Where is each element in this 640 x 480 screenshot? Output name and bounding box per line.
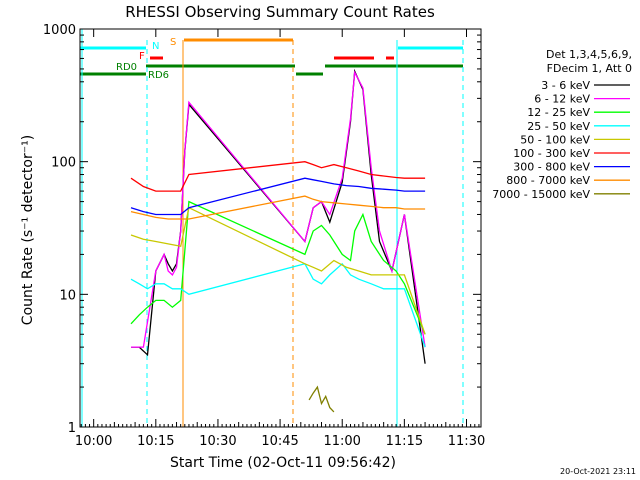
legend-label-8: 7000 - 15000 keV (492, 188, 590, 201)
chart-title: RHESSI Observing Summary Count Rates (125, 3, 435, 21)
legend-label-2: 12 - 25 keV (527, 106, 590, 119)
x-tick-label: 10:30 (199, 434, 236, 449)
series-line-7 (130, 195, 426, 220)
y-tick-label: 1000 (43, 23, 76, 38)
x-tick-label: 11:00 (323, 434, 360, 449)
x-axis: 10:00 10:15 10:30 10:45 11:00 11:15 11:30 (75, 29, 485, 449)
x-tick-label: 10:15 (137, 434, 174, 449)
flag-label-f: F (139, 51, 145, 62)
x-tick-label: 10:00 (75, 434, 112, 449)
legend-label-1: 6 - 12 keV (534, 93, 590, 106)
legend-label-7: 800 - 7000 keV (506, 174, 590, 187)
y-tick-label: 10 (59, 288, 76, 303)
series-line-2 (130, 200, 426, 335)
y-tick-label: 100 (51, 156, 76, 171)
y-tick-label: 1 (68, 421, 76, 436)
flag-label-s: S (170, 37, 176, 48)
legend-label-5: 100 - 300 keV (513, 147, 590, 160)
x-tick-label: 11:15 (386, 434, 423, 449)
flag-label-rd6: RD6 (148, 70, 169, 81)
y-axis-label: Count Rate (s⁻¹ detector⁻¹) (20, 135, 36, 325)
series-line-6 (130, 177, 426, 216)
footer-timestamp: 20-Oct-2021 23:11 (560, 467, 636, 476)
legend: Det 1,3,4,5,6,9, FDecim 1, Att 0 3 - 6 k… (492, 48, 632, 201)
series-line-4 (130, 206, 426, 335)
series-line-1 (131, 70, 426, 348)
x-axis-label: Start Time (02-Oct-11 09:56:42) (170, 455, 396, 471)
legend-header-line-1: Det 1,3,4,5,6,9, (546, 48, 632, 61)
flag-label-rd0: RD0 (116, 62, 137, 73)
legend-label-3: 25 - 50 keV (527, 120, 590, 133)
y-axis: 1 10 100 1000 (43, 23, 481, 436)
x-tick-label: 10:45 (261, 434, 298, 449)
x-tick-label: 11:30 (448, 434, 485, 449)
series-line-3 (130, 262, 426, 348)
legend-header-line-2: FDecim 1, Att 0 (547, 62, 632, 75)
plot-frame (79, 28, 482, 428)
series-line-5 (130, 161, 426, 192)
plot-area: NF S RD0 RD6 (80, 29, 464, 427)
flag-label-n: N (152, 41, 159, 52)
series-line-8 (308, 385, 335, 413)
legend-label-4: 50 - 100 keV (520, 133, 590, 146)
series-line-0 (131, 68, 426, 364)
legend-label-6: 300 - 800 keV (513, 161, 590, 174)
legend-label-0: 3 - 6 keV (541, 79, 590, 92)
